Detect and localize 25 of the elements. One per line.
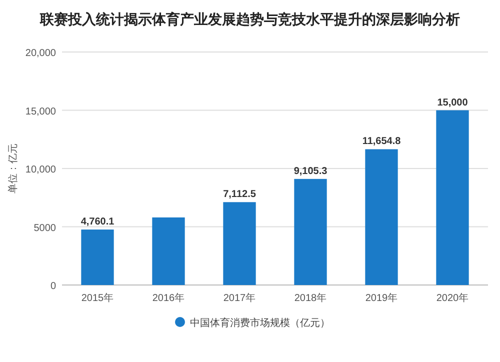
data-label: 15,000 (437, 97, 468, 108)
y-tick-label: 0 (50, 281, 56, 292)
bar (81, 230, 114, 285)
data-label: 4,760.1 (80, 216, 115, 228)
x-tick-label: 2017年 (223, 292, 256, 304)
chart-title: 联赛投入统计揭示体育产业发展趋势与竞技水平提升的深层影响分析 (39, 11, 460, 27)
data-label: 7,112.5 (223, 189, 256, 200)
x-tick-label: 2018年 (294, 292, 327, 304)
bar (152, 217, 185, 285)
data-label: 9,105.3 (294, 166, 328, 177)
bar (294, 178, 327, 285)
x-tick-label: 2015年 (81, 292, 114, 304)
y-tick-label: 5000 (34, 222, 56, 234)
x-tick-label: 2019年 (365, 292, 398, 304)
y-axis-title: 单位：亿元 (7, 144, 19, 194)
x-tick-label: 2020年 (436, 292, 469, 304)
y-tick-label: 15,000 (25, 106, 56, 118)
bar (436, 110, 469, 285)
bar (223, 202, 256, 285)
bar (365, 149, 398, 285)
y-tick-label: 20,000 (25, 48, 56, 59)
y-tick-label: 10,000 (25, 164, 56, 176)
data-label: 11,654.8 (362, 136, 402, 148)
x-tick-label: 2016年 (152, 292, 185, 304)
legend-label: 中国体育消费市场规模（亿元） (190, 317, 330, 329)
